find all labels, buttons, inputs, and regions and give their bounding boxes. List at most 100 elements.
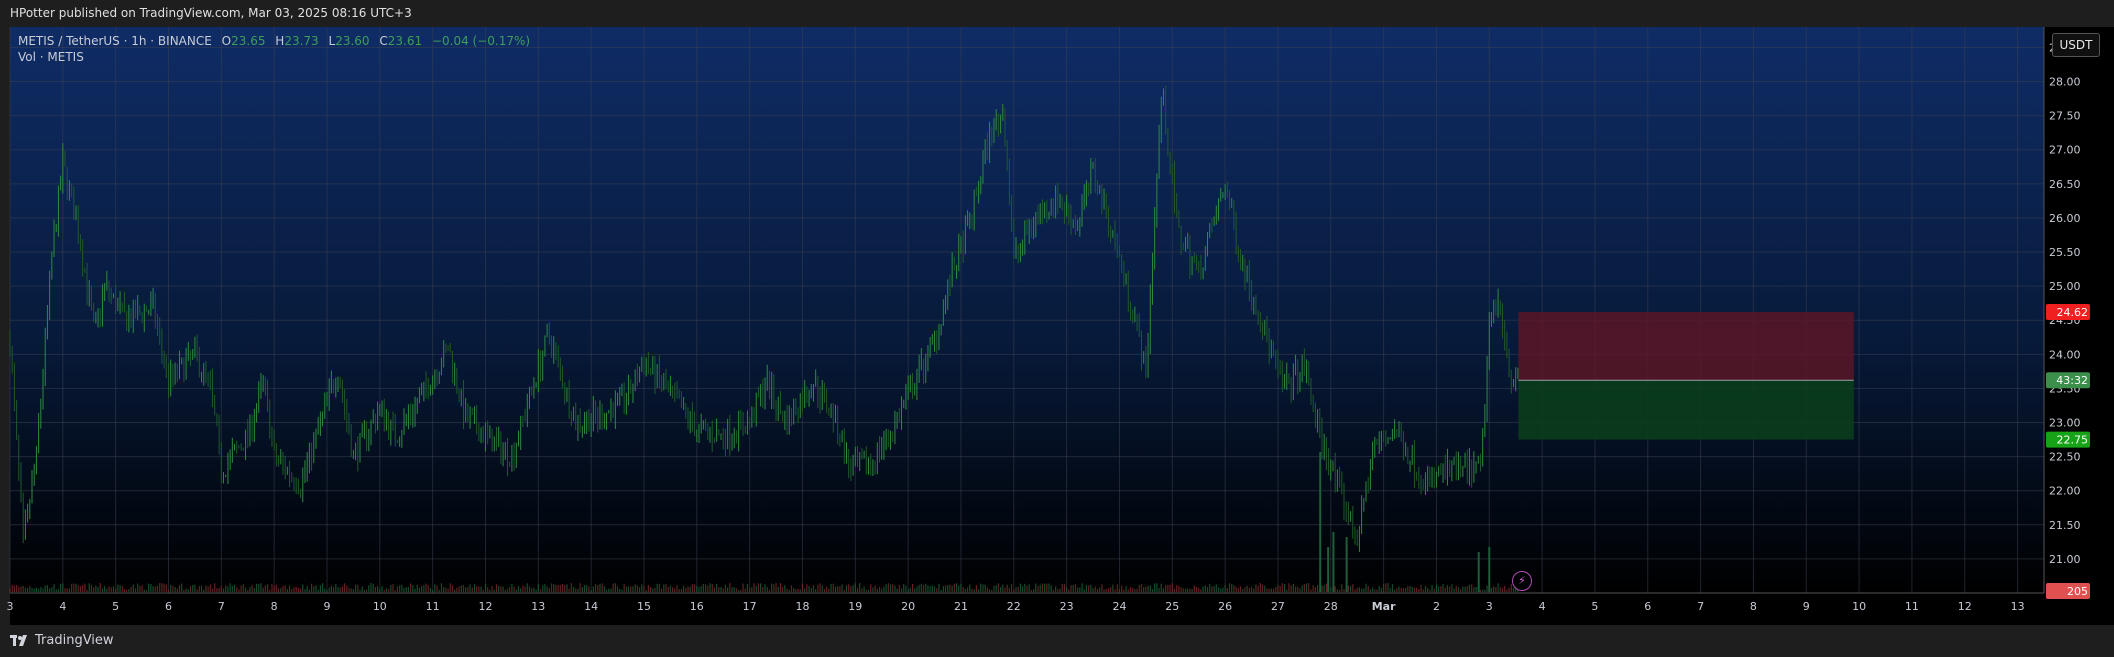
time-axis[interactable]: 3 4 5 6 7 8 9 10 11 12 13 14 15 16 17 18 19 20 21 22 23 24 25 2…: [7, 600, 2025, 613]
volume-bar: [1301, 585, 1303, 592]
volume-bar: [647, 584, 649, 592]
volume-bar: [826, 586, 828, 592]
volume-bar: [1140, 584, 1143, 592]
volume-bar: [374, 587, 377, 592]
volume-bar: [99, 583, 101, 592]
volume-bar: [685, 588, 687, 592]
volume-bar: [130, 586, 132, 592]
volume-bar: [1222, 587, 1224, 592]
volume-bar: [982, 584, 984, 592]
volume-bar: [1103, 589, 1105, 592]
volume-bar: [727, 587, 729, 592]
volume-bar: [1334, 586, 1336, 592]
volume-bar: [850, 586, 852, 592]
volume-bar: [854, 583, 856, 592]
volume-bar: [575, 588, 577, 592]
volume-bar: [337, 587, 339, 592]
volume-bar: [1261, 584, 1264, 592]
volume-bar: [458, 586, 460, 592]
take-profit-zone[interactable]: [1518, 380, 1854, 440]
volume-bar: [167, 589, 170, 592]
volume-bar: [586, 584, 588, 592]
volume-bar: [68, 588, 71, 592]
time-tick-label: 13: [2011, 600, 2025, 613]
volume-bar: [385, 588, 388, 592]
volume-bar: [1316, 584, 1319, 592]
volume-bar: [222, 588, 225, 592]
volume-legend[interactable]: Vol · METIS: [18, 50, 84, 64]
volume-bar: [548, 588, 550, 592]
volume-bar: [1250, 586, 1253, 592]
time-tick-label: 11: [1905, 600, 1919, 613]
flash-icon[interactable]: ⚡: [1512, 571, 1532, 591]
volume-bar: [150, 584, 152, 592]
volume-bar: [137, 583, 139, 592]
volume-bar: [355, 584, 357, 592]
position-tool[interactable]: [1518, 312, 1854, 440]
volume-bar: [603, 586, 605, 592]
volume-bar: [407, 587, 410, 592]
stop-loss-zone[interactable]: [1518, 312, 1854, 381]
price-chart[interactable]: 21.0021.5022.0022.5023.0023.5024.0024.50…: [0, 27, 2114, 625]
volume-bar: [621, 589, 623, 592]
volume-bar: [440, 583, 443, 592]
volume-bar: [60, 583, 62, 592]
volume-bar: [718, 586, 720, 592]
volume-bar: [885, 584, 887, 592]
volume-bar: [1063, 583, 1066, 592]
volume-bar: [1105, 588, 1107, 592]
volume-bar: [1294, 586, 1297, 592]
volume-bar: [315, 585, 317, 592]
volume-bar: [1107, 588, 1110, 592]
volume-bar: [328, 587, 330, 592]
volume-bar: [1055, 586, 1057, 592]
price-tick-label: 26.00: [2049, 212, 2081, 225]
price-tick-label: 27.50: [2049, 110, 2081, 123]
volume-bar: [324, 588, 326, 592]
tradingview-logo[interactable]: TradingView: [10, 633, 114, 648]
currency-button[interactable]: USDT: [2052, 33, 2100, 57]
volume-bar: [489, 589, 491, 592]
volume-bar: [828, 588, 830, 592]
low-value: 23.60: [335, 34, 370, 48]
volume-bar: [749, 587, 751, 592]
volume-bar: [1154, 583, 1156, 592]
volume-bar: [1200, 589, 1202, 592]
volume-bar: [304, 589, 306, 592]
volume-bar: [343, 583, 346, 592]
volume-bar: [90, 584, 93, 592]
volume-bar: [971, 588, 973, 592]
volume-bar: [1013, 589, 1015, 592]
volume-bar: [1508, 587, 1510, 592]
volume-bar: [848, 584, 850, 592]
volume-bar: [352, 589, 355, 592]
volume-bar: [66, 588, 68, 592]
volume-bar: [399, 585, 401, 592]
volume-bar: [1237, 588, 1239, 592]
volume-bar: [1187, 588, 1189, 592]
stop-price-label-bg: [2046, 304, 2090, 321]
volume-bar: [1129, 587, 1132, 592]
volume-bar: [788, 589, 790, 592]
symbol-title[interactable]: METIS / TetherUS · 1h · BINANCE: [18, 34, 212, 48]
volume-bar: [82, 585, 84, 592]
volume-bar: [121, 585, 123, 592]
volume-bar: [9, 588, 11, 592]
volume-bar: [1347, 585, 1349, 592]
volume-bar: [106, 588, 108, 592]
volume-bar: [1475, 586, 1477, 592]
volume-bar: [522, 585, 524, 592]
volume-bar: [592, 586, 594, 592]
volume-bar: [542, 585, 544, 592]
volume-bar: [73, 583, 75, 592]
volume-bar: [427, 585, 429, 592]
volume-bar: [1308, 583, 1310, 592]
volume-bar: [1429, 589, 1431, 592]
volume-bar: [227, 586, 229, 592]
volume-bar: [876, 588, 878, 592]
volume-bar: [865, 589, 867, 592]
volume-bar: [654, 588, 656, 592]
ohlc-row: METIS / TetherUS · 1h · BINANCE O23.65 H…: [18, 33, 530, 49]
volume-bar: [691, 584, 694, 592]
volume-bar: [1471, 584, 1473, 592]
